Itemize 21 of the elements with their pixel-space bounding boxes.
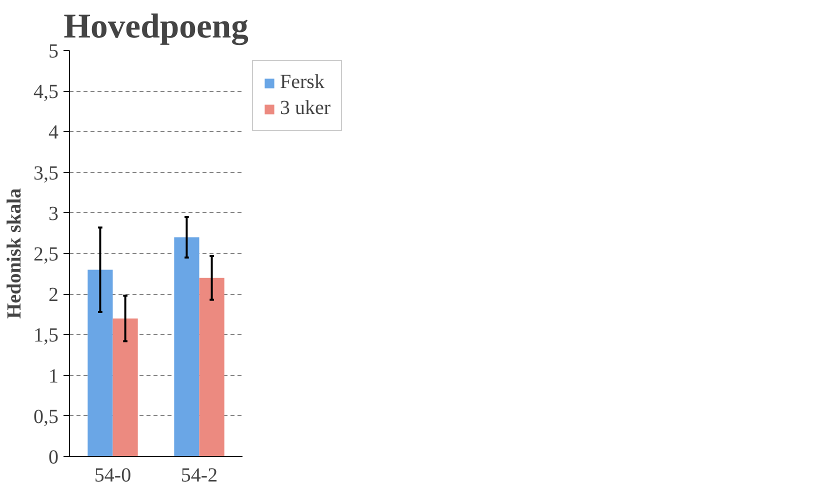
chart-title: Hovedpoeng xyxy=(64,8,248,46)
y-tick-label: 0,5 xyxy=(34,406,58,428)
y-tick-label: 5 xyxy=(48,40,58,62)
y-tick-label: 1 xyxy=(48,365,58,388)
y-tick-label: 2 xyxy=(48,284,58,306)
bar xyxy=(199,278,224,456)
x-tick-label: 54-2 xyxy=(180,464,218,484)
y-tick-label: 2,5 xyxy=(34,244,58,266)
y-tick-label: 3,5 xyxy=(34,162,58,184)
y-tick-label: 4,5 xyxy=(34,81,58,104)
bar xyxy=(112,318,138,456)
y-tick-label: 3 xyxy=(48,202,58,225)
legend-label: 3 uker xyxy=(280,97,331,120)
legend-label: Fersk xyxy=(280,71,324,94)
y-tick-label: 0 xyxy=(48,446,58,468)
bar xyxy=(88,270,113,456)
x-tick-label: 54-0 xyxy=(94,464,132,484)
bar xyxy=(174,237,200,456)
y-tick-label: 1,5 xyxy=(34,324,58,347)
y-tick-label: 4 xyxy=(48,122,58,144)
y-axis-title: Hedonisk skala xyxy=(4,188,26,319)
